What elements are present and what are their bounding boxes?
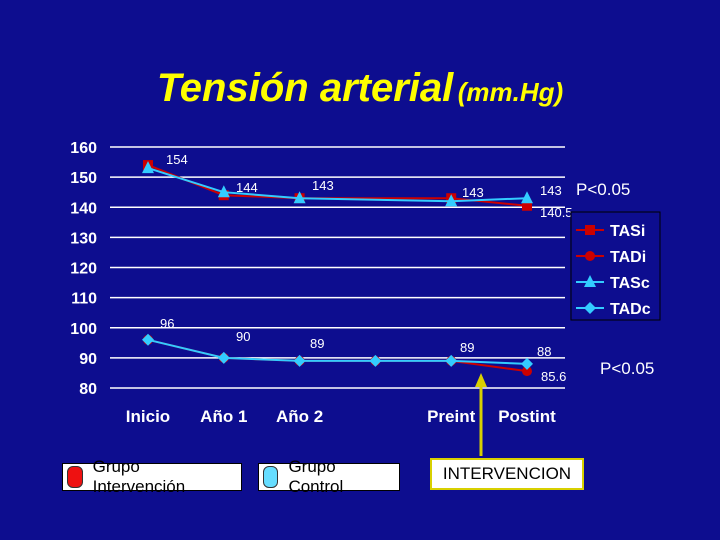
- legend-control-group: Grupo Control: [258, 457, 400, 496]
- data-label: 89: [460, 340, 474, 355]
- y-tick-label: 100: [70, 321, 97, 338]
- legend-label: TASi: [610, 223, 645, 240]
- point-tadi: [522, 366, 532, 377]
- legend-marker-tasc: [584, 275, 596, 287]
- x-tick-label: Año 2: [276, 407, 323, 426]
- data-label: 88: [537, 344, 551, 359]
- intervention-label: Grupo Intervención: [92, 457, 186, 496]
- y-tick-label: 120: [70, 261, 97, 278]
- data-label: 143: [462, 185, 484, 200]
- x-tick-label: Postint: [498, 407, 556, 426]
- data-label: 85.6: [541, 369, 566, 384]
- point-tadc: [521, 357, 533, 370]
- data-label: 96: [160, 316, 174, 331]
- title-main: Tensión arterial: [156, 66, 454, 110]
- data-label: 90: [236, 329, 250, 344]
- slide-title: Tensión arterial (mm.Hg): [0, 66, 720, 111]
- point-tasc: [217, 185, 230, 198]
- intervention-marker-label: INTERVENCION: [430, 458, 584, 490]
- data-label: 154: [166, 152, 188, 167]
- y-tick-label: 80: [79, 381, 97, 398]
- point-tadc: [293, 354, 306, 367]
- legend-label: TADi: [610, 249, 646, 266]
- legend-marker-tasi: [585, 225, 595, 235]
- point-tadc: [142, 333, 154, 346]
- legend-marker-tadi: [585, 251, 595, 261]
- data-label: 89: [310, 336, 324, 351]
- data-label: 144: [236, 180, 258, 195]
- y-tick-label: 140: [70, 200, 97, 217]
- x-tick-label: Inicio: [126, 407, 170, 426]
- intervention-arrow-head: [475, 373, 487, 387]
- intervention-swatch: [67, 466, 83, 488]
- y-tick-label: 130: [70, 230, 97, 247]
- series-line-tadc: [147, 338, 528, 365]
- y-tick-label: 160: [70, 140, 97, 157]
- control-label: Grupo Control: [288, 457, 344, 496]
- point-tadc: [369, 354, 382, 367]
- point-tasc: [293, 191, 306, 204]
- point-tasi: [522, 200, 532, 211]
- point-tadc: [445, 354, 458, 367]
- data-label: 143: [540, 183, 562, 198]
- title-unit: (mm.Hg): [457, 77, 564, 107]
- legend-label: TASc: [610, 275, 650, 292]
- legend-marker-tadc: [584, 302, 596, 314]
- control-swatch: [263, 466, 279, 488]
- p-value-diastolic: P<0.05: [600, 359, 655, 378]
- data-label: 143: [312, 178, 334, 193]
- point-tasc: [142, 161, 154, 174]
- x-tick-label: Año 1: [200, 407, 247, 426]
- legend-label: TADc: [610, 301, 651, 318]
- y-tick-label: 150: [70, 170, 97, 187]
- y-tick-label: 90: [79, 351, 97, 368]
- x-tick-label: Preint: [427, 407, 476, 426]
- point-tasc: [445, 194, 458, 207]
- legend-intervention-group: Grupo Intervención: [62, 457, 242, 496]
- y-tick-label: 110: [71, 291, 97, 308]
- data-label: 140.5: [540, 205, 573, 220]
- point-tasc: [521, 191, 533, 204]
- point-tadc: [217, 351, 230, 364]
- p-value-systolic: P<0.05: [576, 180, 631, 199]
